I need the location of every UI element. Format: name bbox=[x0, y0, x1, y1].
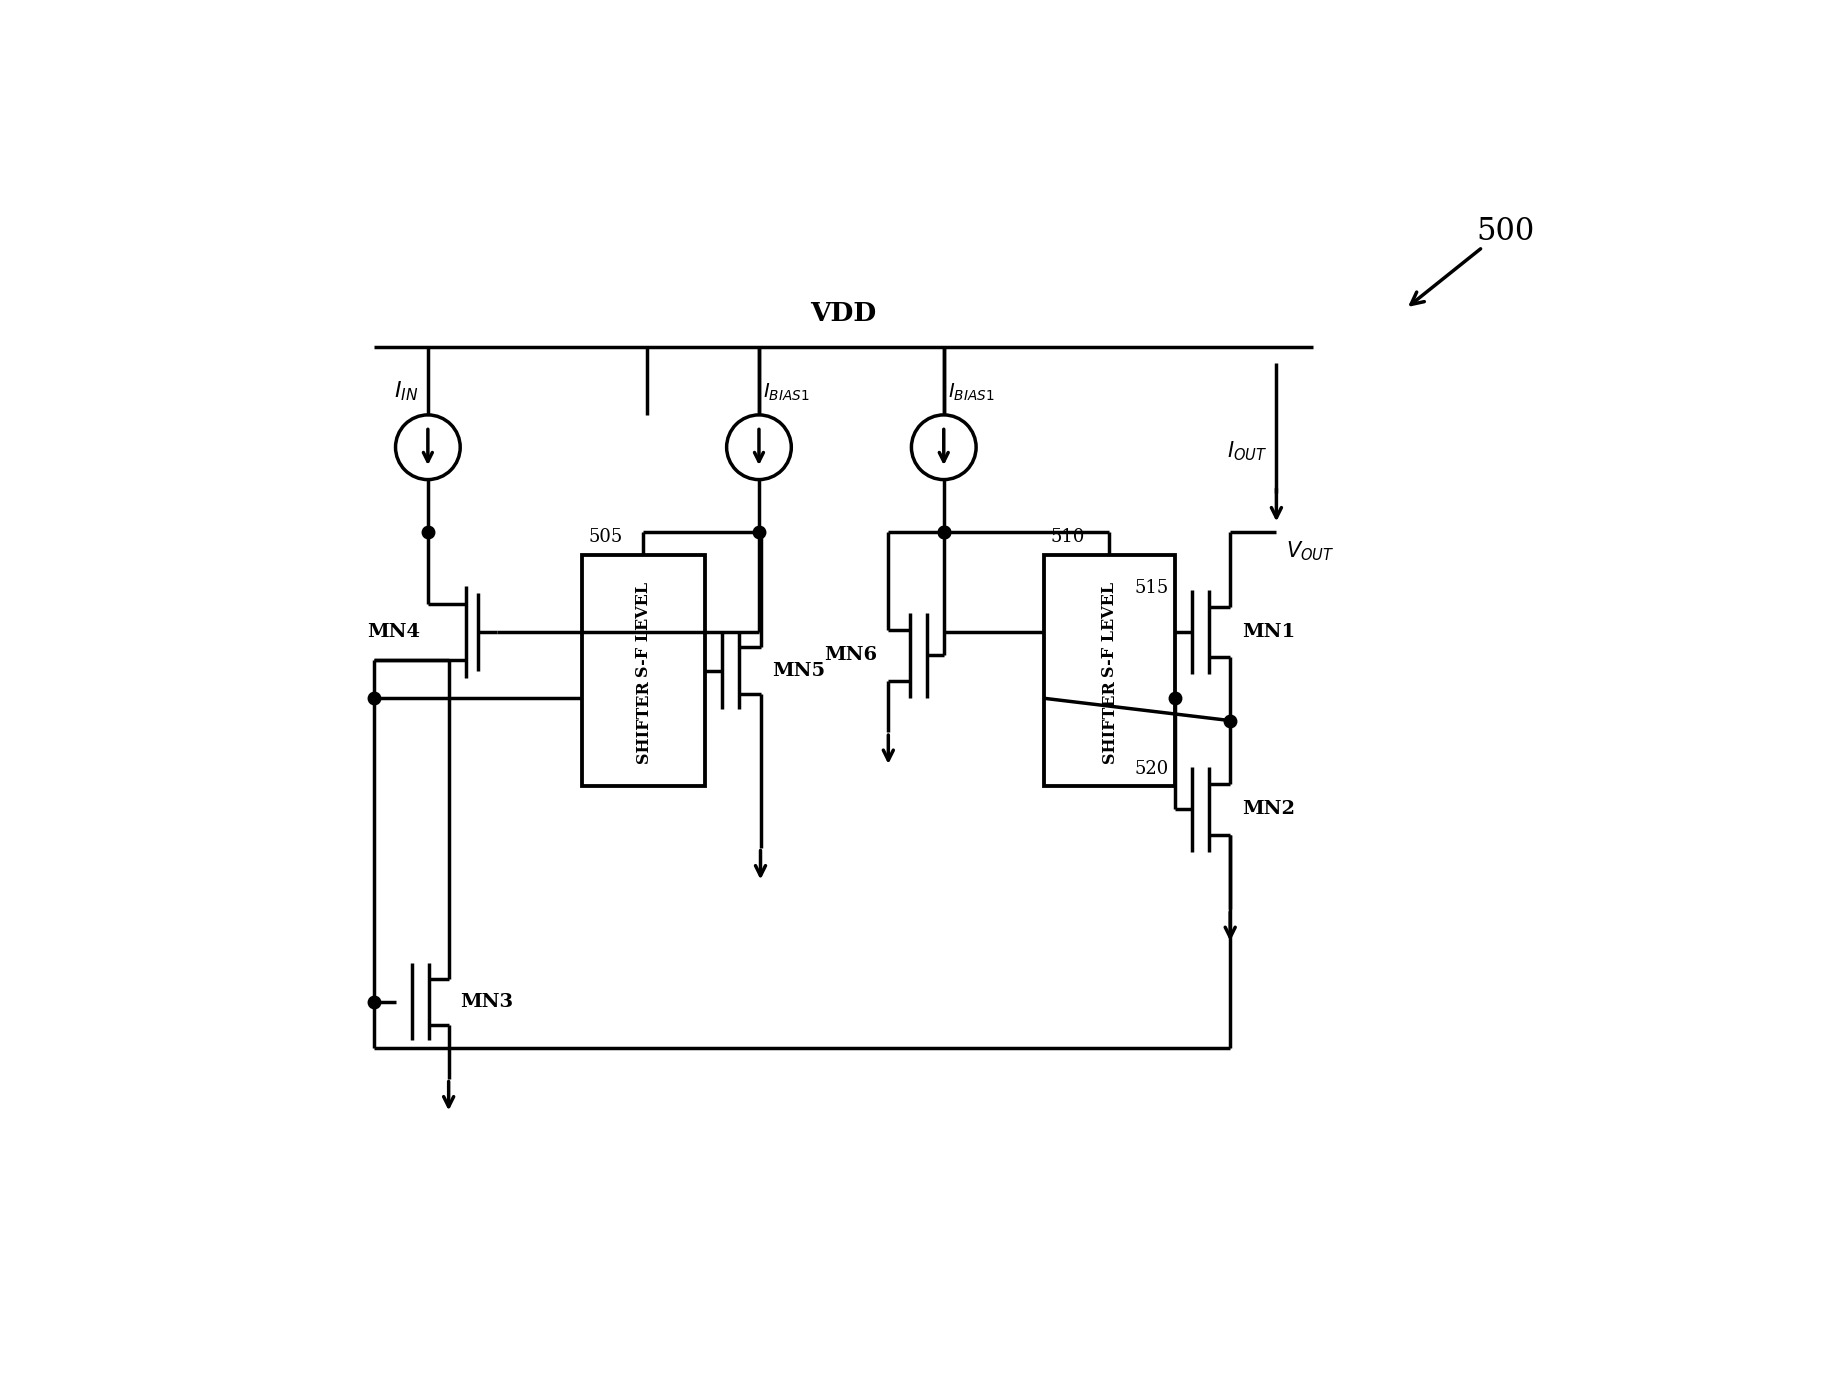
Text: MN1: MN1 bbox=[1242, 623, 1296, 641]
Text: 520: 520 bbox=[1133, 759, 1169, 777]
Text: VDD: VDD bbox=[810, 301, 877, 325]
Text: MN5: MN5 bbox=[772, 662, 825, 680]
Text: SHIFTER: SHIFTER bbox=[635, 680, 652, 763]
Text: MN4: MN4 bbox=[367, 623, 421, 641]
Text: SHIFTER: SHIFTER bbox=[1100, 680, 1119, 763]
Text: MN3: MN3 bbox=[460, 993, 513, 1011]
Text: $I_{OUT}$: $I_{OUT}$ bbox=[1228, 439, 1266, 463]
Text: $I_{BIAS1}$: $I_{BIAS1}$ bbox=[947, 381, 995, 403]
Text: 500: 500 bbox=[1477, 216, 1536, 247]
Text: $I_{BIAS1}$: $I_{BIAS1}$ bbox=[762, 381, 809, 403]
Text: 505: 505 bbox=[589, 528, 622, 546]
Text: S-F LEVEL: S-F LEVEL bbox=[635, 582, 652, 676]
Text: MN6: MN6 bbox=[823, 647, 877, 665]
Text: S-F LEVEL: S-F LEVEL bbox=[1100, 582, 1119, 676]
Text: 510: 510 bbox=[1050, 528, 1084, 546]
Text: $V_{OUT}$: $V_{OUT}$ bbox=[1285, 540, 1335, 564]
Bar bbox=[581, 555, 705, 787]
Text: MN2: MN2 bbox=[1242, 801, 1294, 819]
Bar bbox=[1043, 555, 1174, 787]
Text: 515: 515 bbox=[1133, 579, 1169, 597]
Text: $I_{IN}$: $I_{IN}$ bbox=[395, 379, 419, 403]
